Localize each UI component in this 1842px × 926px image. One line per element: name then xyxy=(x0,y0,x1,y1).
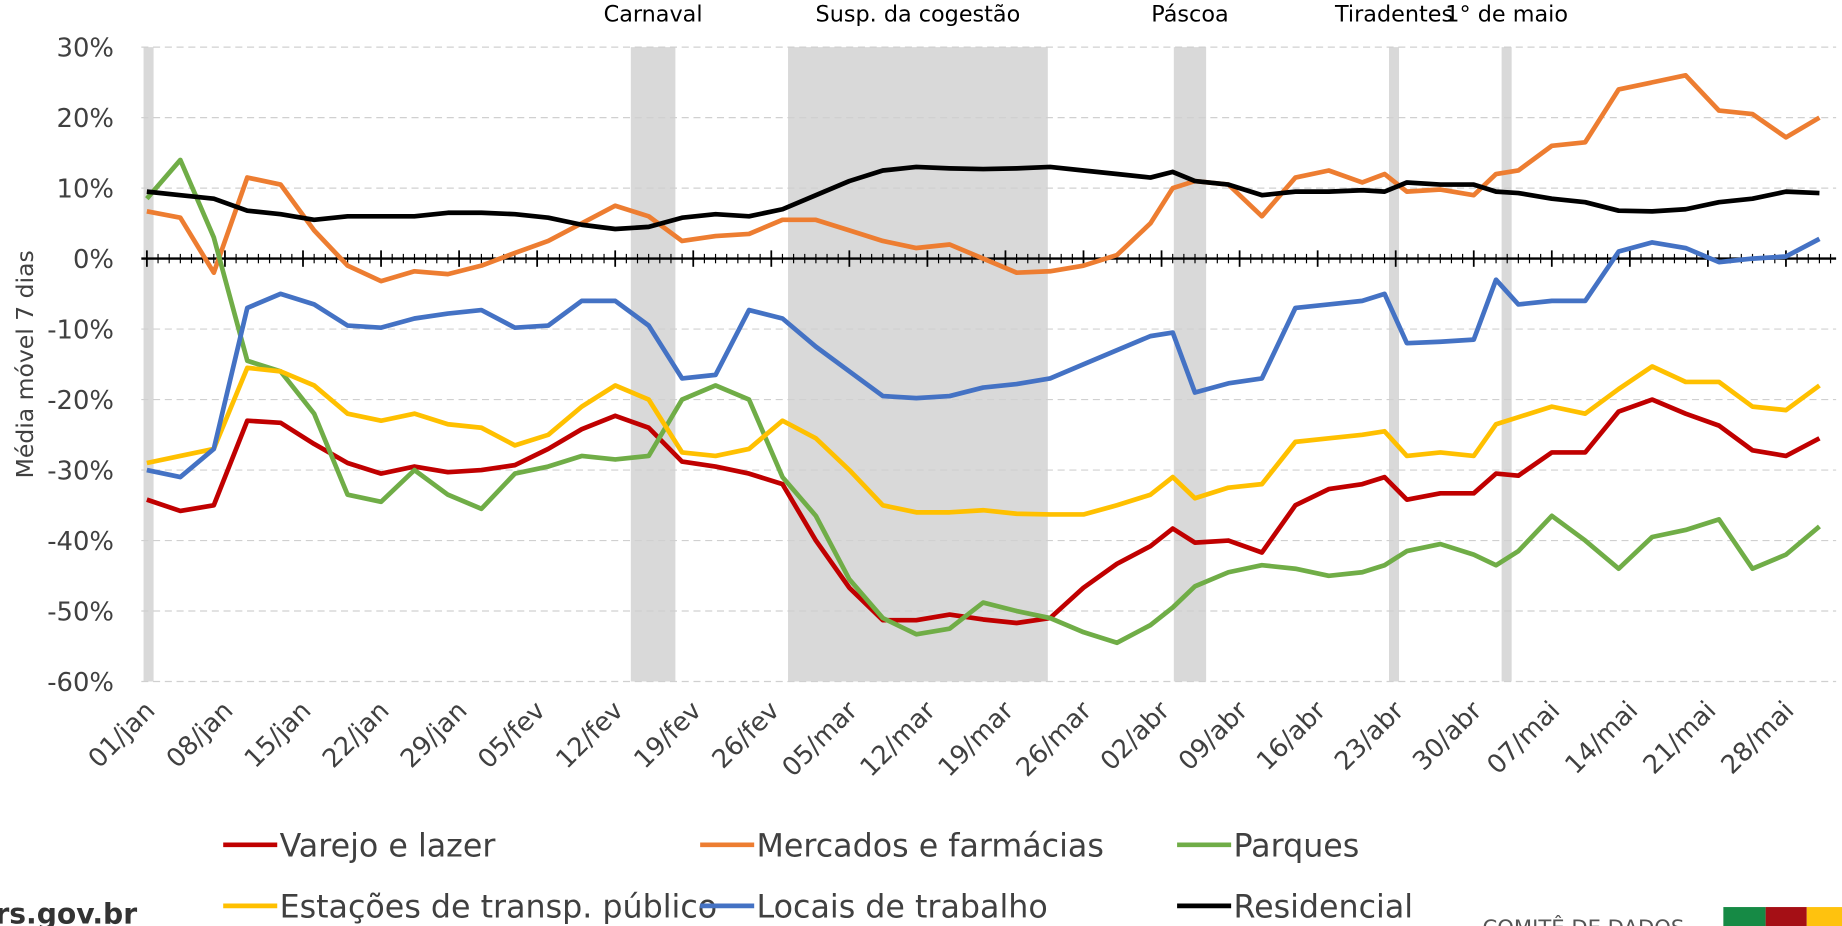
series-line xyxy=(145,157,1821,646)
x-tick-label: 19/fev xyxy=(629,696,708,775)
period-band xyxy=(788,47,1048,682)
x-tick-label: 26/fev xyxy=(707,696,786,775)
y-tick-label: 0% xyxy=(73,245,114,275)
y-tick-label: -20% xyxy=(47,386,114,416)
footer-site: rs.gov.br xyxy=(0,897,137,926)
legend-label: Parques xyxy=(1233,829,1359,865)
logo-yellow xyxy=(1806,907,1842,926)
x-tick-label: 16/abr xyxy=(1251,696,1332,777)
x-tick-label: 19/mar xyxy=(933,696,1020,783)
x-tick-label: 12/mar xyxy=(855,696,942,783)
period-band xyxy=(143,47,154,682)
x-tick-label: 15/jan xyxy=(239,696,317,774)
period-band xyxy=(1501,47,1512,682)
background-layer xyxy=(141,46,1837,683)
x-tick-label: 23/abr xyxy=(1329,696,1410,777)
period-label: Carnaval xyxy=(604,1,703,27)
series-line xyxy=(146,236,1821,480)
legend-label: Locais de trabalho xyxy=(757,890,1048,926)
y-tick-label: -50% xyxy=(47,597,114,627)
period-band xyxy=(1389,47,1400,682)
legend-label: Residencial xyxy=(1233,890,1413,926)
x-tick-label: 30/abr xyxy=(1407,696,1488,777)
x-tick-label: 01/jan xyxy=(83,696,161,774)
y-tick-label: 30% xyxy=(57,34,114,64)
series-line xyxy=(146,72,1821,284)
x-tick-label: 07/mai xyxy=(1481,696,1566,781)
period-band xyxy=(630,47,676,682)
x-tick-label: 22/jan xyxy=(317,696,395,774)
legend-label: Varejo e lazer xyxy=(280,829,497,865)
x-tick-label: 02/abr xyxy=(1095,696,1176,777)
x-tick-label: 08/jan xyxy=(161,696,239,774)
period-label: Susp. da cogestão xyxy=(816,1,1021,27)
y-axis-label: Média móvel 7 dias xyxy=(11,250,39,478)
x-tick-label: 09/abr xyxy=(1173,696,1254,777)
footer-org: COMITÊ DE DADOS xyxy=(1483,915,1685,926)
period-label: Páscoa xyxy=(1151,1,1228,27)
y-tick-label: 20% xyxy=(57,104,114,134)
x-tick-label: 12/fev xyxy=(550,696,629,775)
y-tick-label: -40% xyxy=(47,527,114,557)
x-tick-label: 29/jan xyxy=(395,696,473,774)
series-line xyxy=(146,164,1820,232)
legend-label: Estações de transp. público xyxy=(280,890,718,926)
series-line xyxy=(146,364,1821,517)
logo-red xyxy=(1765,907,1807,926)
y-tick-label: 10% xyxy=(57,175,114,205)
logo-green xyxy=(1723,907,1766,926)
x-tick-label: 05/fev xyxy=(472,696,551,775)
x-tick-label: 28/mai xyxy=(1716,696,1801,781)
series-line xyxy=(146,397,1821,626)
x-tick-label: 05/mar xyxy=(777,696,864,783)
y-tick-label: -10% xyxy=(47,315,114,345)
period-label: 1° de maio xyxy=(1445,1,1568,27)
period-label: Tiradentes xyxy=(1334,1,1453,27)
period-band xyxy=(1173,47,1207,682)
x-tick-label: 26/mar xyxy=(1011,696,1098,783)
legend-label: Mercados e farmácias xyxy=(757,829,1104,865)
x-tick-label: 21/mai xyxy=(1638,696,1723,781)
y-tick-label: -60% xyxy=(47,668,114,698)
y-tick-label: -30% xyxy=(47,456,114,486)
x-tick-label: 14/mai xyxy=(1560,696,1645,781)
